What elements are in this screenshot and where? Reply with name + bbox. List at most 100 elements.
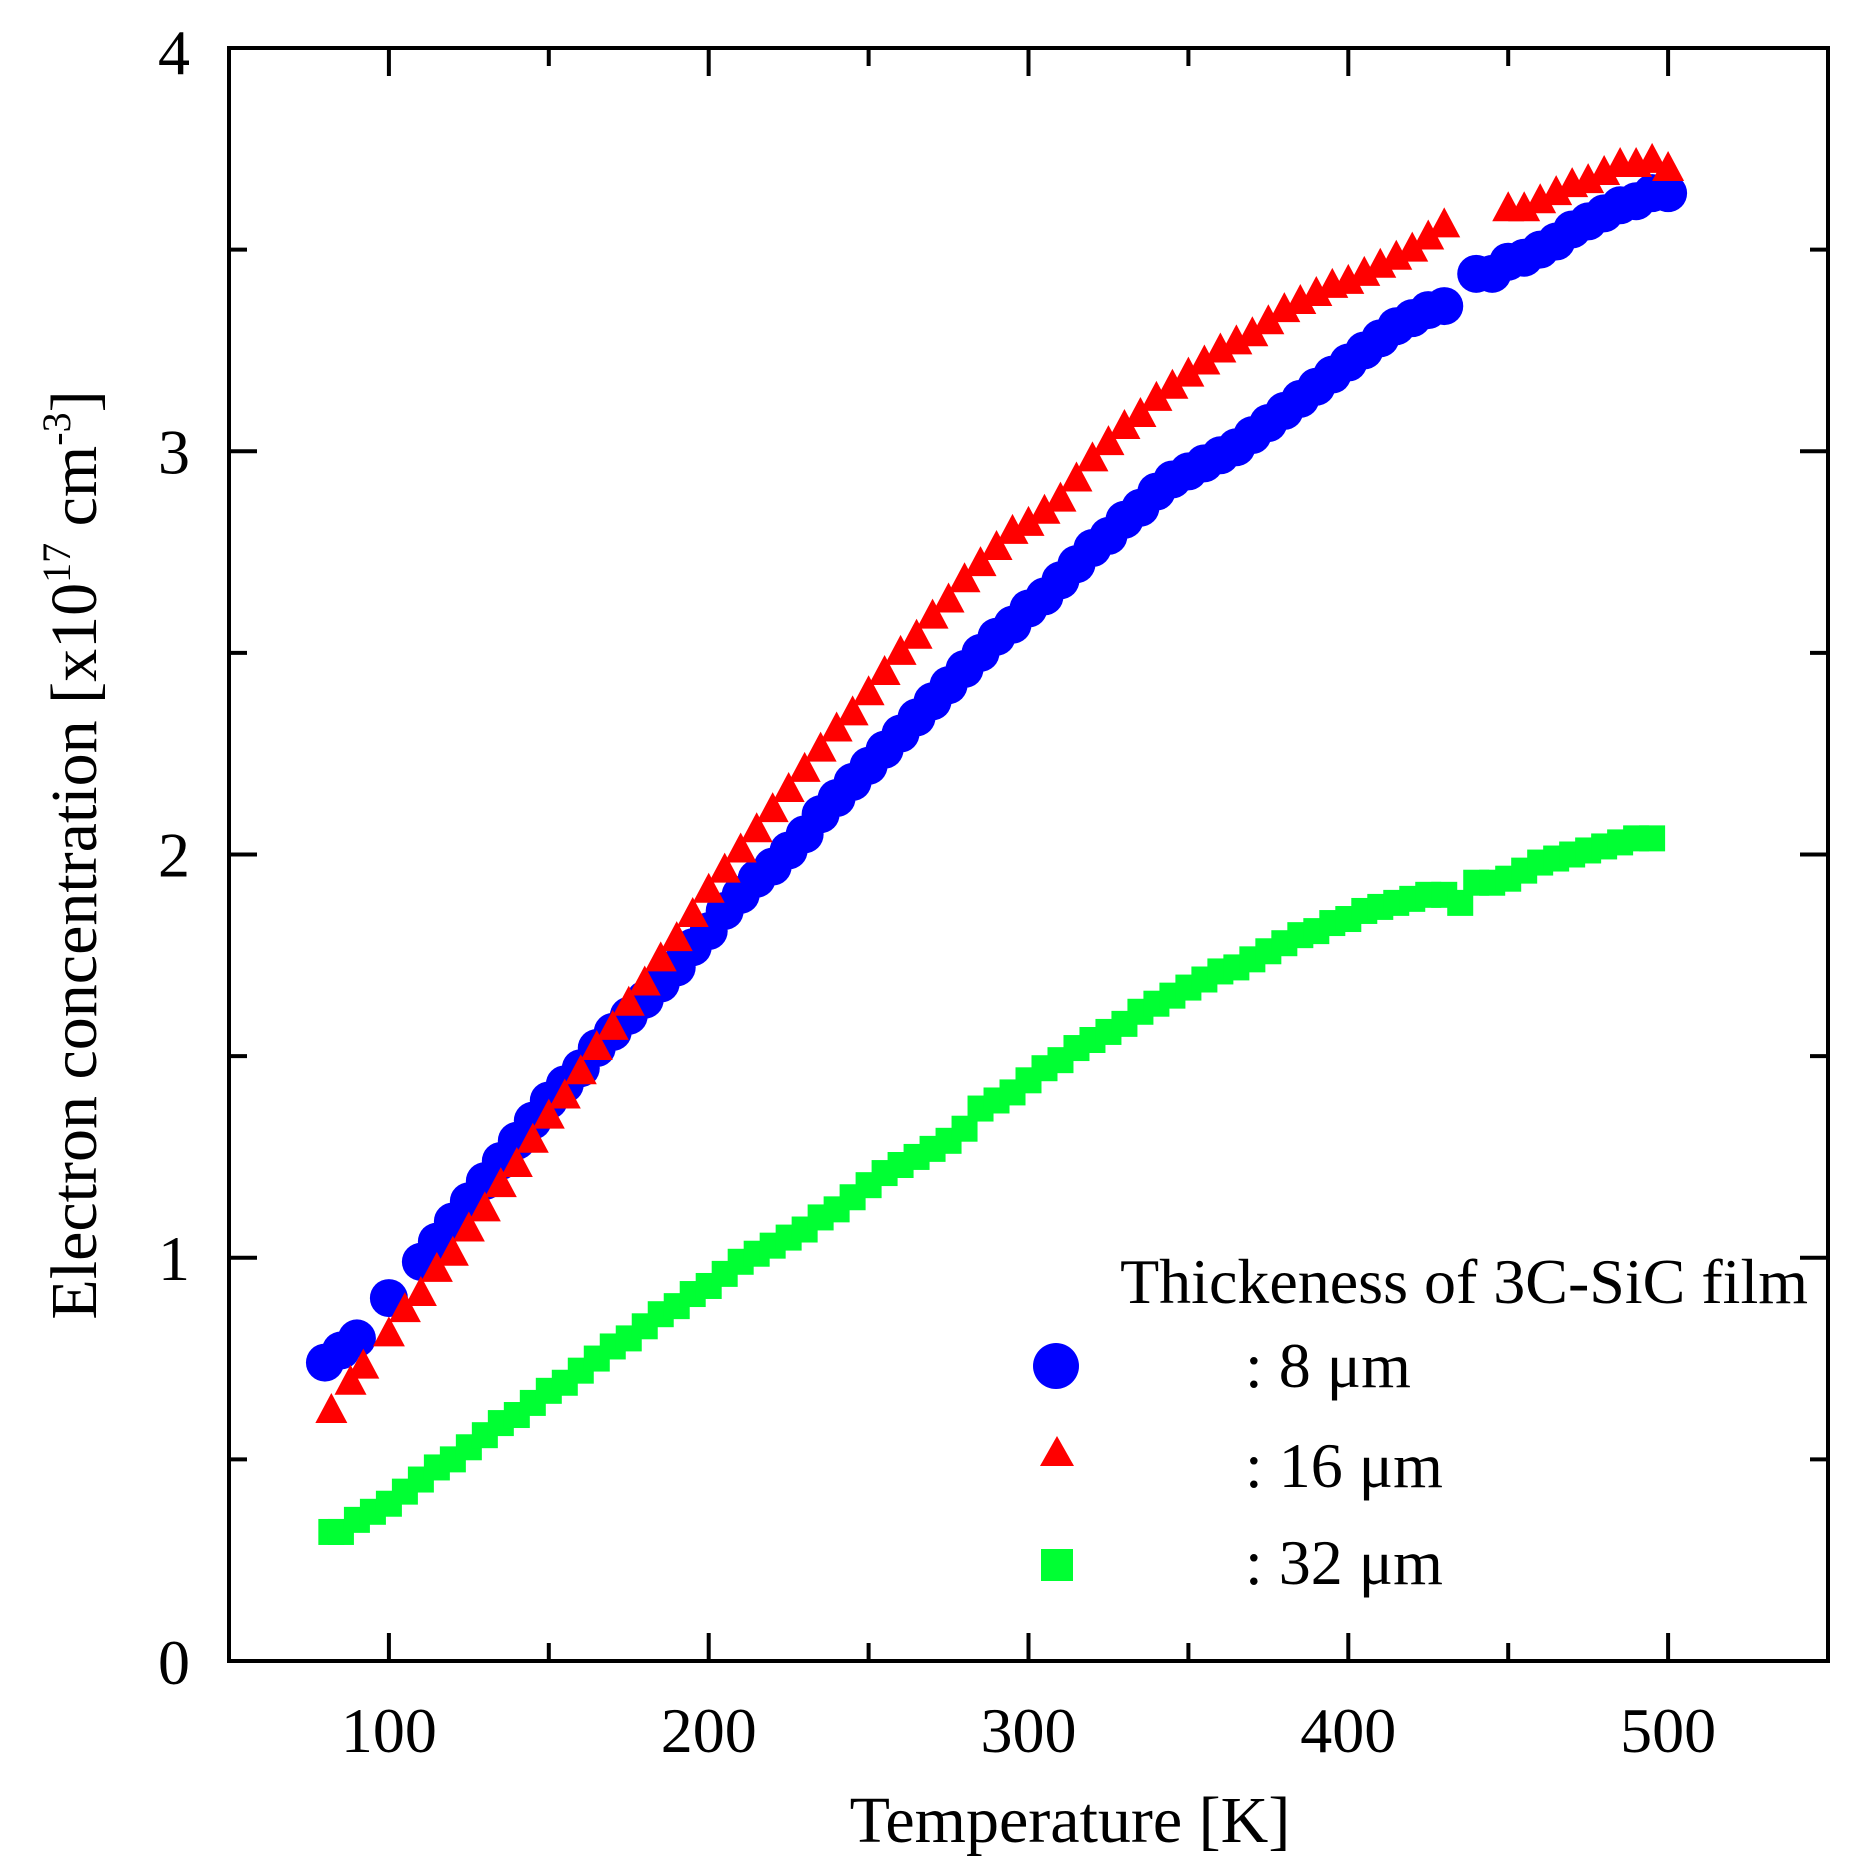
data-point-triangle [1636,142,1669,173]
data-point-triangle [836,695,869,726]
legend-label-16um: : 16 μm [1245,1430,1443,1501]
data-point-triangle [1188,344,1221,375]
data-point-triangle [468,1191,501,1222]
data-point-circle [1649,174,1688,213]
data-point-triangle [596,1009,629,1040]
y-tick-label: 3 [158,416,190,487]
data-point-triangle [1076,441,1109,472]
legend-label-8um: : 8 μm [1245,1330,1411,1401]
series-square [318,825,1666,1545]
legend-marker-square [1041,1549,1073,1581]
data-point-triangle [1156,368,1189,399]
data-point-triangle [1028,493,1061,524]
data-point-triangle [660,921,693,952]
data-point-triangle [868,655,901,686]
data-point-triangle [692,872,725,903]
data-point-triangle [1540,175,1573,206]
y-tick-label: 0 [158,1627,190,1698]
x-tick-label: 500 [1620,1695,1716,1766]
data-point-square [1639,825,1666,852]
data-point-triangle [484,1167,517,1198]
data-point-triangle [564,1054,597,1085]
data-point-triangle [1108,409,1141,440]
data-point-triangle [436,1235,469,1266]
data-point-triangle [1428,207,1461,238]
data-point-triangle [500,1147,533,1178]
y-tick-label: 1 [158,1223,190,1294]
data-point-triangle [1124,396,1157,427]
data-point-triangle [1300,275,1333,306]
data-points [305,142,1688,1545]
data-point-triangle [1060,461,1093,492]
series-circle [305,174,1688,1382]
data-point-triangle [1172,356,1205,387]
x-tick-label: 100 [341,1695,437,1766]
data-point-circle [337,1319,376,1358]
data-point-triangle [1044,481,1077,512]
data-point-triangle [884,634,917,665]
x-tick-label: 400 [1300,1695,1396,1766]
data-point-triangle [804,731,837,762]
y-axis-label-unit: cm [38,446,111,543]
data-point-triangle [1236,316,1269,347]
data-point-triangle [916,598,949,629]
data-point-triangle [756,792,789,823]
data-point-triangle [1092,425,1125,456]
data-point-triangle [1252,304,1285,335]
axis-ticks [229,48,1828,1661]
data-point-triangle [980,530,1013,561]
data-point-triangle [1204,332,1237,363]
data-point-triangle [772,771,805,802]
data-point-triangle [948,562,981,593]
data-point-triangle [676,896,709,927]
data-point-triangle [1012,505,1045,536]
data-point-triangle [708,852,741,883]
y-axis-label: Electron concentration [x1017 cm-3] [34,390,111,1319]
data-point-triangle [852,675,885,706]
data-point-triangle [452,1211,485,1242]
data-point-triangle [932,582,965,613]
series-triangle [315,142,1685,1423]
y-axis-label-exponent: 17 [34,543,79,583]
data-point-triangle [372,1316,405,1347]
data-point-triangle [1364,247,1397,278]
data-point-triangle [1652,150,1685,181]
data-point-triangle [612,985,645,1016]
y-axis-label-main: Electron concentration [x10 [38,583,111,1320]
data-point-triangle [1396,231,1429,262]
data-point-triangle [1140,380,1173,411]
legend-marker-triangle [1040,1436,1074,1466]
legend: Thickeness of 3C-SiC film : 8 μm : 16 μm… [1033,1246,1808,1598]
data-point-triangle [724,832,757,863]
data-point-triangle [420,1251,453,1282]
data-point-triangle [516,1122,549,1153]
data-point-triangle [900,618,933,649]
x-axis-label: Temperature [K] [850,1784,1291,1857]
data-point-triangle [740,812,773,843]
legend-label-32um: : 32 μm [1245,1527,1443,1598]
data-point-triangle [1284,284,1317,315]
data-point-triangle [820,711,853,742]
data-point-triangle [388,1292,421,1323]
data-point-triangle [788,751,821,782]
legend-marker-circle [1033,1343,1079,1389]
data-point-triangle [1348,255,1381,286]
axis-tick-labels: 100 200 300 400 500 0 1 2 3 4 [158,17,1716,1766]
data-point-triangle [1588,155,1621,186]
data-point-triangle [1332,263,1365,294]
data-point-triangle [404,1276,437,1307]
data-point-triangle [996,513,1029,544]
data-point-triangle [1572,163,1605,194]
legend-title: Thickeness of 3C-SiC film [1120,1246,1808,1317]
data-point-triangle [347,1348,380,1379]
data-point-triangle [1380,239,1413,270]
y-tick-label: 4 [158,17,190,88]
data-point-triangle [644,941,677,972]
y-tick-label: 2 [158,820,190,891]
data-point-triangle [1268,292,1301,323]
data-point-triangle [580,1030,613,1061]
data-point-triangle [334,1364,367,1395]
y-axis-label-close: ] [38,390,111,412]
data-point-triangle [628,965,661,996]
